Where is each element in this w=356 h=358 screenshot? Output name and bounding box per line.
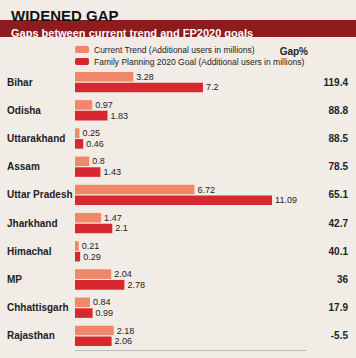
svg-text:Gap%: Gap% bbox=[280, 46, 308, 57]
svg-text:Current Trend (Additional user: Current Trend (Additional users in milli… bbox=[94, 45, 255, 55]
svg-text:2.78: 2.78 bbox=[127, 280, 145, 290]
svg-text:0.97: 0.97 bbox=[95, 100, 113, 110]
svg-text:6.72: 6.72 bbox=[197, 185, 215, 195]
svg-text:0.29: 0.29 bbox=[83, 252, 101, 262]
svg-text:Uttarakhand: Uttarakhand bbox=[7, 133, 65, 144]
svg-text:Family Planning 2020 Goal (Add: Family Planning 2020 Goal (Additional us… bbox=[94, 57, 304, 67]
svg-text:MP: MP bbox=[7, 274, 22, 285]
svg-text:78.5: 78.5 bbox=[329, 161, 349, 172]
svg-text:65.1: 65.1 bbox=[329, 189, 349, 200]
svg-text:2.1: 2.1 bbox=[115, 223, 128, 233]
svg-text:40.1: 40.1 bbox=[329, 246, 349, 257]
svg-text:1.43: 1.43 bbox=[103, 167, 121, 177]
svg-text:1.83: 1.83 bbox=[111, 111, 129, 121]
svg-text:Uttar Pradesh: Uttar Pradesh bbox=[7, 189, 73, 200]
svg-text:36: 36 bbox=[337, 274, 349, 285]
svg-text:2.04: 2.04 bbox=[114, 269, 132, 279]
svg-text:Himachal: Himachal bbox=[7, 246, 52, 257]
svg-text:1.47: 1.47 bbox=[104, 213, 122, 223]
svg-text:-5.5: -5.5 bbox=[331, 330, 349, 341]
svg-text:88.8: 88.8 bbox=[329, 105, 349, 116]
svg-text:0.46: 0.46 bbox=[86, 139, 104, 149]
svg-text:Odisha: Odisha bbox=[7, 105, 41, 116]
svg-text:3.28: 3.28 bbox=[136, 72, 154, 82]
svg-text:Chhattisgarh: Chhattisgarh bbox=[7, 302, 69, 313]
svg-text:11.09: 11.09 bbox=[275, 195, 297, 205]
svg-text:Bihar: Bihar bbox=[7, 77, 33, 88]
svg-text:42.7: 42.7 bbox=[329, 218, 349, 229]
svg-text:WIDENED GAP: WIDENED GAP bbox=[11, 7, 119, 24]
svg-text:Rajasthan: Rajasthan bbox=[7, 330, 55, 341]
svg-text:2.18: 2.18 bbox=[117, 326, 135, 336]
svg-text:0.99: 0.99 bbox=[96, 308, 114, 318]
svg-text:0.21: 0.21 bbox=[82, 241, 100, 251]
svg-text:119.4: 119.4 bbox=[324, 77, 349, 88]
svg-text:Assam: Assam bbox=[7, 161, 40, 172]
svg-text:7.2: 7.2 bbox=[206, 82, 219, 92]
svg-text:0.8: 0.8 bbox=[92, 156, 105, 166]
svg-text:88.5: 88.5 bbox=[329, 133, 349, 144]
svg-text:17.9: 17.9 bbox=[329, 302, 349, 313]
svg-text:Gaps between current trend and: Gaps between current trend and FP2020 go… bbox=[11, 27, 253, 39]
svg-text:0.84: 0.84 bbox=[93, 297, 111, 307]
svg-text:2.06: 2.06 bbox=[115, 336, 133, 346]
svg-text:0.25: 0.25 bbox=[82, 128, 100, 138]
svg-text:Jharkhand: Jharkhand bbox=[7, 218, 58, 229]
